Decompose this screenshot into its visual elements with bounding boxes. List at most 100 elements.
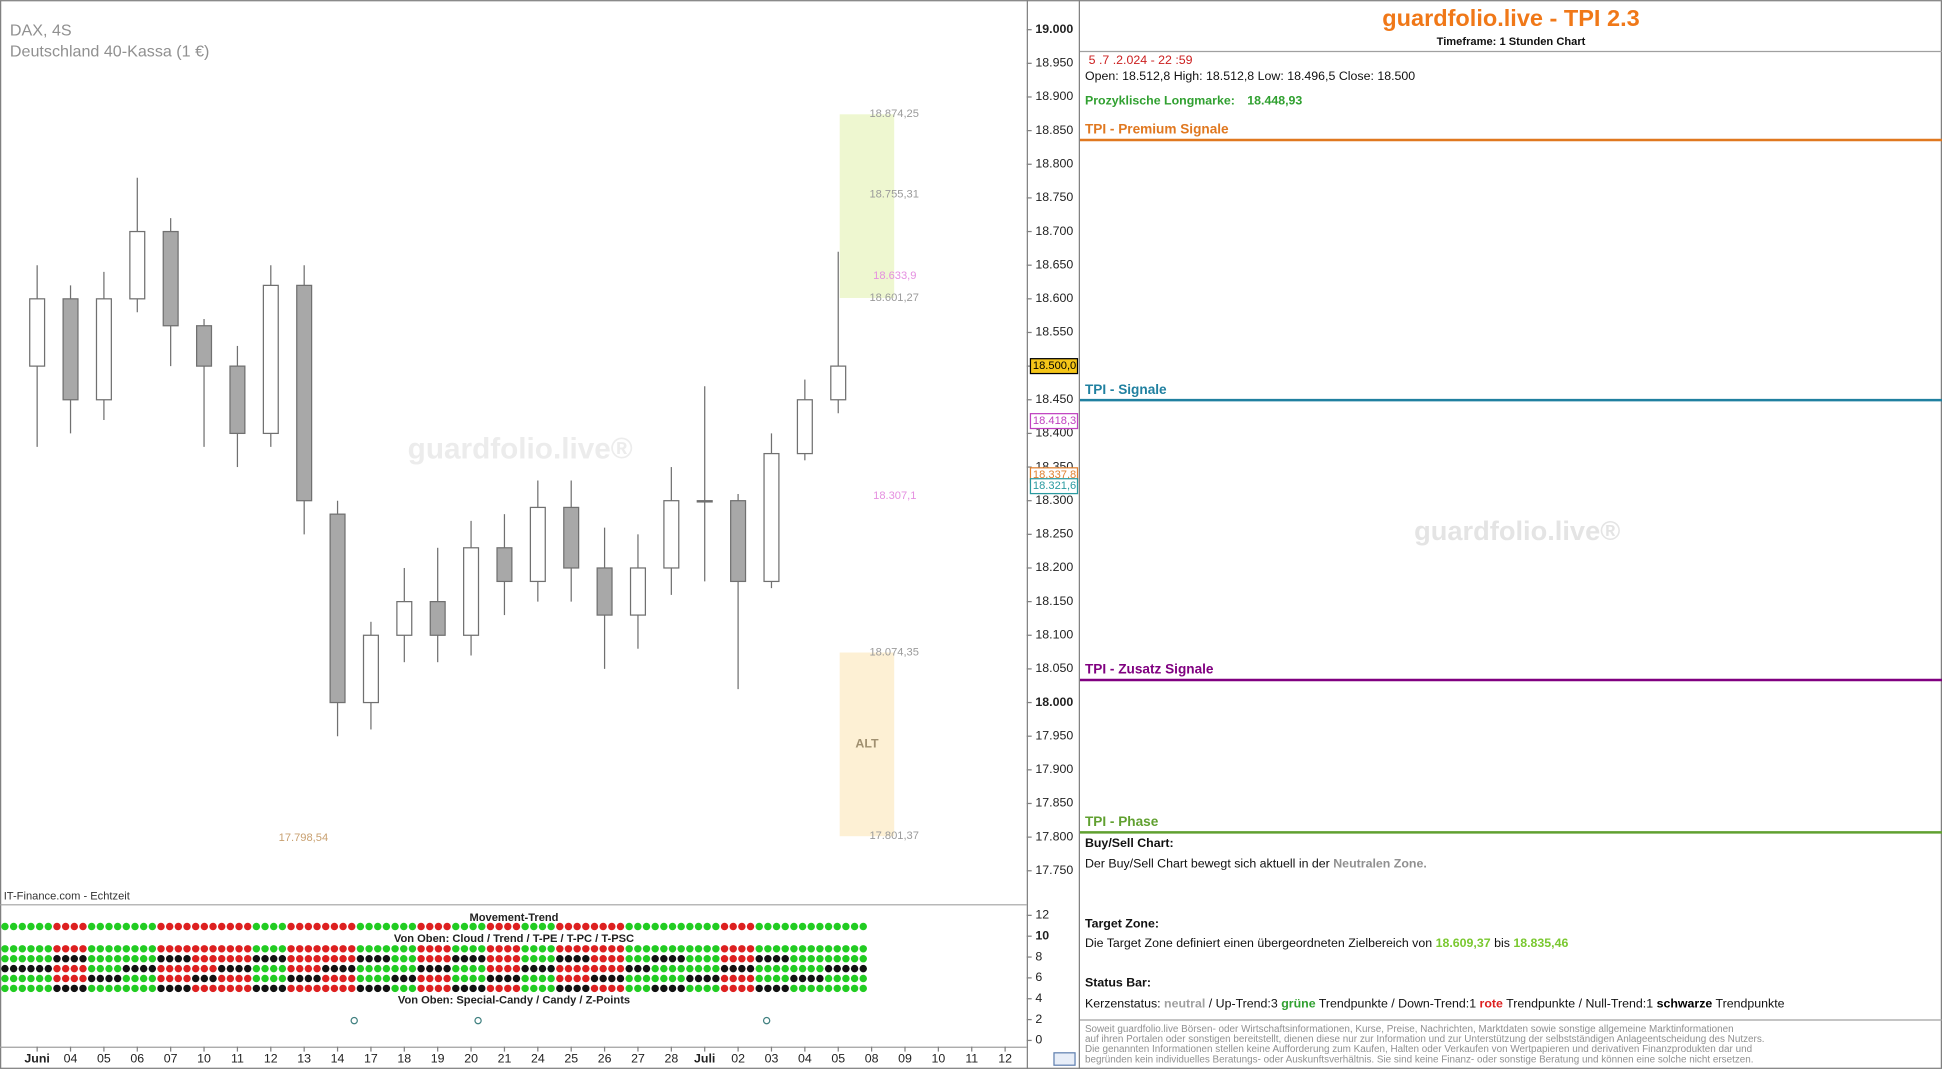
trend-dot [625,974,633,983]
trend-dot [365,964,373,973]
trend-dot [842,974,850,983]
trend-dot [521,964,529,973]
trend-dot [209,954,217,963]
trend-dot [417,964,425,973]
y-tick-label: 17.950 [1035,728,1073,742]
trend-dot [642,954,651,963]
timestamp: 5 .7 .2.024 - 22 :59 [1089,53,1193,67]
trend-dot [781,922,789,931]
trend-dot [781,984,789,993]
trend-dot [755,922,763,931]
trend-dot [18,954,27,963]
trend-dot [417,974,425,983]
toolbar-icon[interactable] [1053,1052,1076,1066]
trend-dot [183,974,191,983]
trend-dot [322,974,330,983]
trend-dot [807,984,815,993]
trend-dot [850,922,859,931]
trend-dot [408,954,417,963]
trend-dot [61,984,70,993]
trend-dot [330,964,339,973]
trend-dot [521,984,529,993]
trend-dot [1,974,9,983]
trend-dot [582,964,590,973]
trend-dot [720,974,729,983]
trend-dot [391,945,399,953]
trend-dot [96,954,105,963]
trend-dot [729,922,737,931]
trend-dot [833,954,841,963]
trend-dot [824,954,833,963]
trend-dot [165,974,174,983]
indicator-tick-label: 6 [1035,970,1042,984]
trend-dot [348,964,356,973]
trend-dot [70,964,79,973]
buy-sell-heading: Buy/Sell Chart: [1085,836,1174,850]
trend-dot [105,964,113,973]
x-tick-label: 25 [564,1051,578,1065]
trend-dot [452,964,460,973]
x-tick-label: 11 [231,1051,244,1065]
trend-dot [495,974,503,983]
buy-sell-text: Der Buy/Sell Chart bewegt sich aktuell i… [1085,857,1427,871]
trend-dot [599,954,607,963]
trend-dot [573,984,581,993]
trend-dot [157,964,165,973]
trend-dot [1,984,9,993]
trend-dot [850,964,859,973]
x-tick-label: 19 [431,1051,445,1065]
x-tick-label: 10 [931,1051,945,1065]
trend-dot [217,945,226,953]
trend-dot [824,974,833,983]
target-heading: Target Zone: [1085,916,1159,930]
trend-dot [538,945,547,953]
status-heading: Status Bar: [1085,976,1151,990]
trend-dot [113,974,122,983]
trend-dot [746,984,755,993]
trend-dot [113,945,122,953]
target-zone [839,114,895,298]
trend-dot [391,922,399,931]
trend-dot [105,974,113,983]
candle-body [229,365,246,435]
trend-dot [469,954,477,963]
trend-dot [287,922,295,931]
trend-dot [746,954,755,963]
trend-dot [798,922,807,931]
longmark: Prozyklische Longmarke: 18.448,93 [1085,94,1302,108]
trend-dot [131,954,139,963]
trend-dot [296,922,304,931]
trend-dot [200,945,209,953]
trend-dot [165,954,174,963]
trend-dot [122,945,131,953]
x-tick-label: 28 [664,1051,678,1065]
y-tick-label: 18.300 [1035,493,1073,507]
candle-body [362,634,379,704]
trend-dot [764,945,772,953]
trend-dot [772,974,781,983]
trend-dot [469,945,477,953]
trend-dot [469,974,477,983]
trend-dot [703,974,711,983]
trend-dot [521,974,529,983]
section-heading: TPI - Zusatz Signale [1085,662,1214,677]
trend-dot [1,945,9,953]
trend-dot [53,954,61,963]
trend-dot [495,954,503,963]
x-tick-label: 05 [831,1051,845,1065]
trend-dot [113,964,122,973]
x-tick-label: 04 [798,1051,812,1065]
trend-dot [668,984,677,993]
longmark-value: 18.448,93 [1247,94,1302,108]
trend-dot [824,984,833,993]
trend-dot [712,974,720,983]
candle-body [763,452,780,583]
trend-dot [287,954,295,963]
trend-dot [261,974,269,983]
disclaimer: auf ihren Portalen oder sonstigen bereit… [1085,1034,1765,1045]
trend-dot [755,974,763,983]
trend-dot [382,922,391,931]
trend-dot [712,945,720,953]
trend-dot [651,984,659,993]
trend-dot [408,984,417,993]
